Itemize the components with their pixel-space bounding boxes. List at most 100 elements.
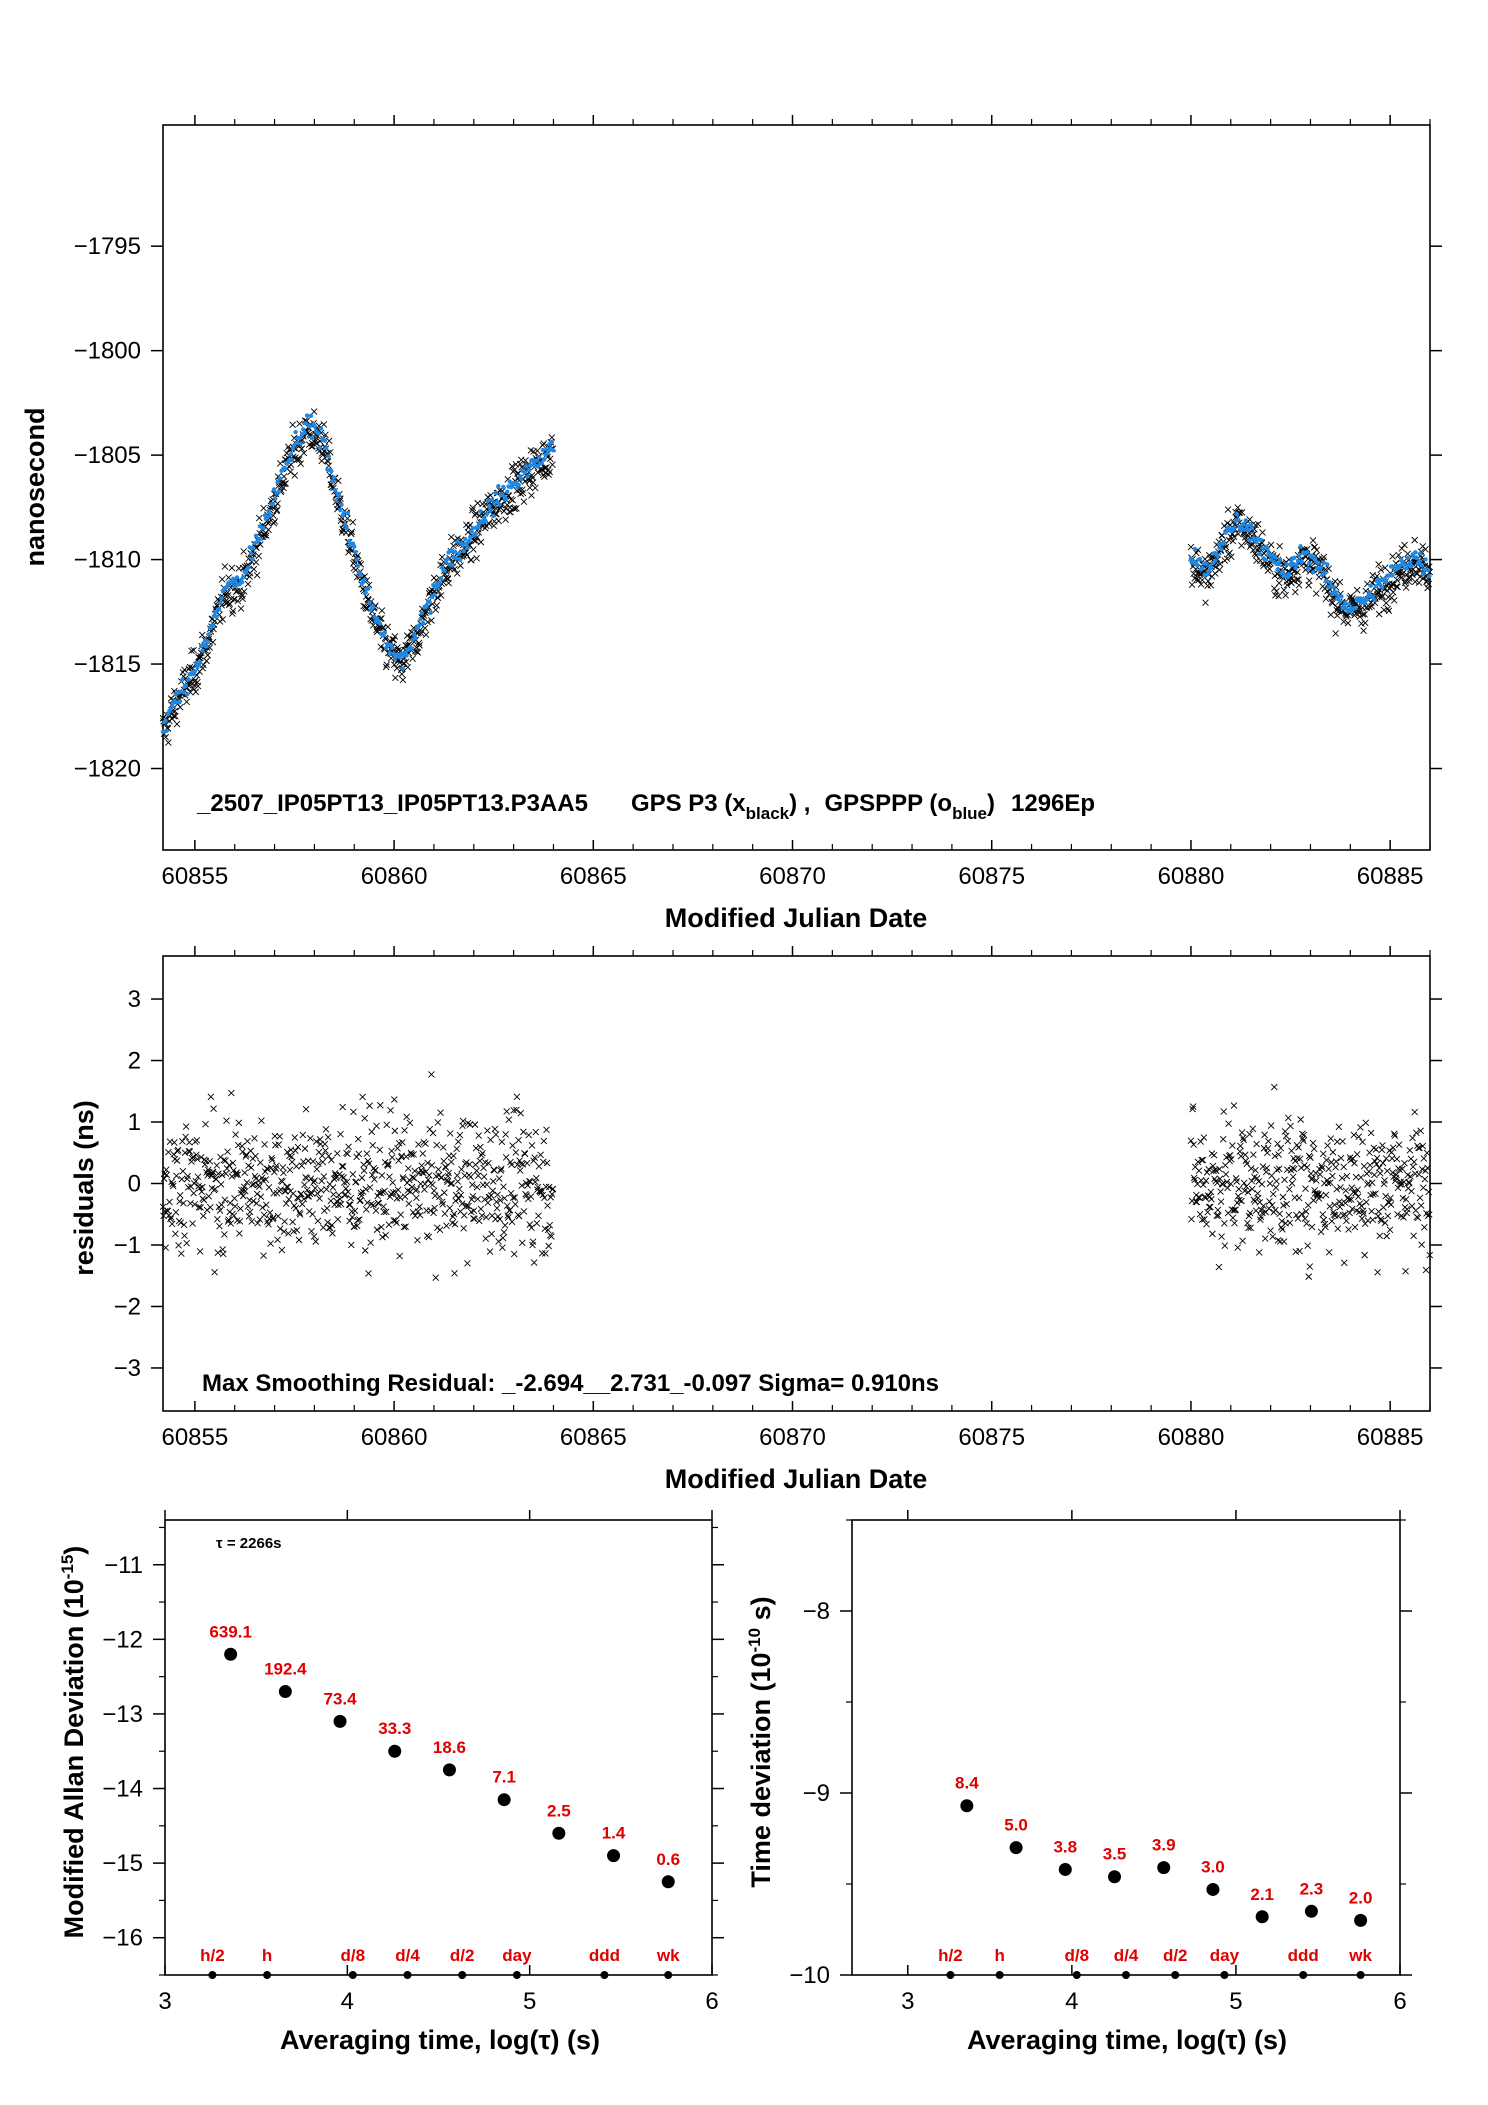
residual-x-point: [251, 1134, 258, 1142]
y-tick-label: −15: [102, 1850, 143, 1877]
black-x-point: [467, 556, 475, 564]
residual-x-point: [477, 1205, 485, 1213]
residual-x-point: [470, 1207, 478, 1215]
black-x-point: [1267, 541, 1275, 549]
residual-x-point: [1389, 1144, 1397, 1152]
residual-x-point: [187, 1200, 194, 1207]
residual-x-point: [1294, 1215, 1302, 1222]
residual-x-point: [229, 1159, 237, 1167]
residual-x-point: [517, 1160, 525, 1167]
blue-o-point: [424, 603, 430, 608]
blue-o-point: [1242, 527, 1247, 532]
black-x-point: [255, 514, 263, 522]
residual-x-point: [1279, 1226, 1286, 1233]
black-x-point: [1382, 599, 1390, 607]
residual-x-point: [1253, 1140, 1260, 1148]
black-x-point: [326, 449, 334, 456]
residual-x-point: [538, 1249, 546, 1257]
series-a-label: GPS P3 (x: [631, 790, 746, 817]
residual-x-point: [499, 1234, 507, 1242]
blue-o-point: [1364, 597, 1370, 602]
blue-o-point: [1307, 561, 1312, 566]
residual-x-point: [1375, 1208, 1382, 1215]
residual-x-point: [1416, 1144, 1423, 1152]
time-marker-label: d/2: [450, 1946, 475, 1965]
time-marker-label: ddd: [1288, 1946, 1319, 1965]
residual-x-point: [1201, 1216, 1208, 1223]
residual-x-point: [247, 1164, 255, 1171]
blue-o-point: [432, 592, 437, 598]
black-x-point: [473, 555, 480, 562]
residual-x-point: [1415, 1144, 1422, 1152]
residual-x-point: [432, 1274, 440, 1282]
residual-x-point: [214, 1249, 222, 1257]
time-marker-dot: [1072, 1971, 1081, 1979]
residual-x-point: [1238, 1129, 1246, 1136]
residual-x-point: [1355, 1133, 1363, 1141]
residual-x-point: [540, 1137, 548, 1145]
residual-x-point: [1362, 1198, 1370, 1206]
black-x-point: [1425, 580, 1433, 588]
residual-x-point: [366, 1184, 374, 1191]
blue-o-point: [544, 446, 549, 451]
residual-x-point: [372, 1166, 379, 1174]
residual-x-point: [1267, 1227, 1274, 1234]
residual-x-point: [410, 1151, 417, 1158]
residual-x-point: [431, 1204, 438, 1212]
blue-o-point: [272, 496, 278, 501]
blue-o-point: [1372, 597, 1377, 603]
residual-x-point: [1407, 1173, 1414, 1180]
black-x-point: [239, 595, 246, 603]
black-x-point: [276, 460, 284, 467]
residual-x-point: [1224, 1184, 1231, 1192]
residual-x-point: [1358, 1202, 1365, 1210]
black-x-point: [1294, 568, 1301, 576]
residual-x-point: [293, 1162, 300, 1170]
black-x-point: [289, 421, 296, 429]
residual-x-point: [270, 1190, 278, 1197]
residual-x-point: [528, 1142, 536, 1149]
residual-x-point: [194, 1155, 201, 1163]
blue-o-point: [316, 431, 321, 436]
residual-x-point: [297, 1190, 305, 1198]
black-x-point: [1223, 555, 1231, 563]
residual-x-point: [1305, 1273, 1313, 1280]
residual-x-point: [376, 1146, 384, 1154]
residual-x-point: [310, 1233, 318, 1240]
blue-o-point: [270, 502, 275, 507]
residual-x-point: [360, 1167, 368, 1174]
black-x-point: [540, 440, 548, 447]
time-marker-label: h/2: [200, 1946, 225, 1965]
time-marker-dot: [1356, 1971, 1365, 1979]
residual-x-point: [257, 1193, 265, 1201]
residual-x-point: [1288, 1179, 1296, 1187]
residual-x-point: [1332, 1164, 1339, 1171]
residual-x-point: [1392, 1177, 1399, 1185]
blue-o-point: [367, 600, 372, 605]
residual-x-point: [1318, 1164, 1326, 1172]
residual-x-point: [1234, 1192, 1242, 1200]
y-label-end: ): [59, 1546, 89, 1555]
residual-x-point: [513, 1106, 520, 1114]
blue-o-point: [1367, 590, 1372, 595]
blue-o-point: [543, 452, 548, 458]
residual-x-point: [451, 1270, 458, 1277]
residual-x-point: [1375, 1164, 1383, 1172]
black-x-point: [1191, 574, 1199, 582]
black-x-point: [421, 624, 429, 632]
black-x-point: [1416, 566, 1423, 574]
black-x-point: [470, 546, 477, 553]
residual-x-point: [493, 1204, 501, 1212]
residual-x-point: [366, 1102, 373, 1110]
residual-x-point: [442, 1164, 450, 1171]
residual-x-point: [254, 1219, 261, 1227]
residual-x-point: [1226, 1151, 1234, 1159]
residual-x-point: [193, 1136, 201, 1144]
residual-x-point: [1403, 1205, 1411, 1213]
residual-x-point: [162, 1244, 170, 1252]
residual-x-point: [165, 1148, 172, 1156]
black-x-point: [1275, 579, 1283, 587]
blue-o-point: [294, 440, 300, 446]
black-x-point: [437, 592, 445, 599]
deviation-point: [1108, 1870, 1122, 1884]
